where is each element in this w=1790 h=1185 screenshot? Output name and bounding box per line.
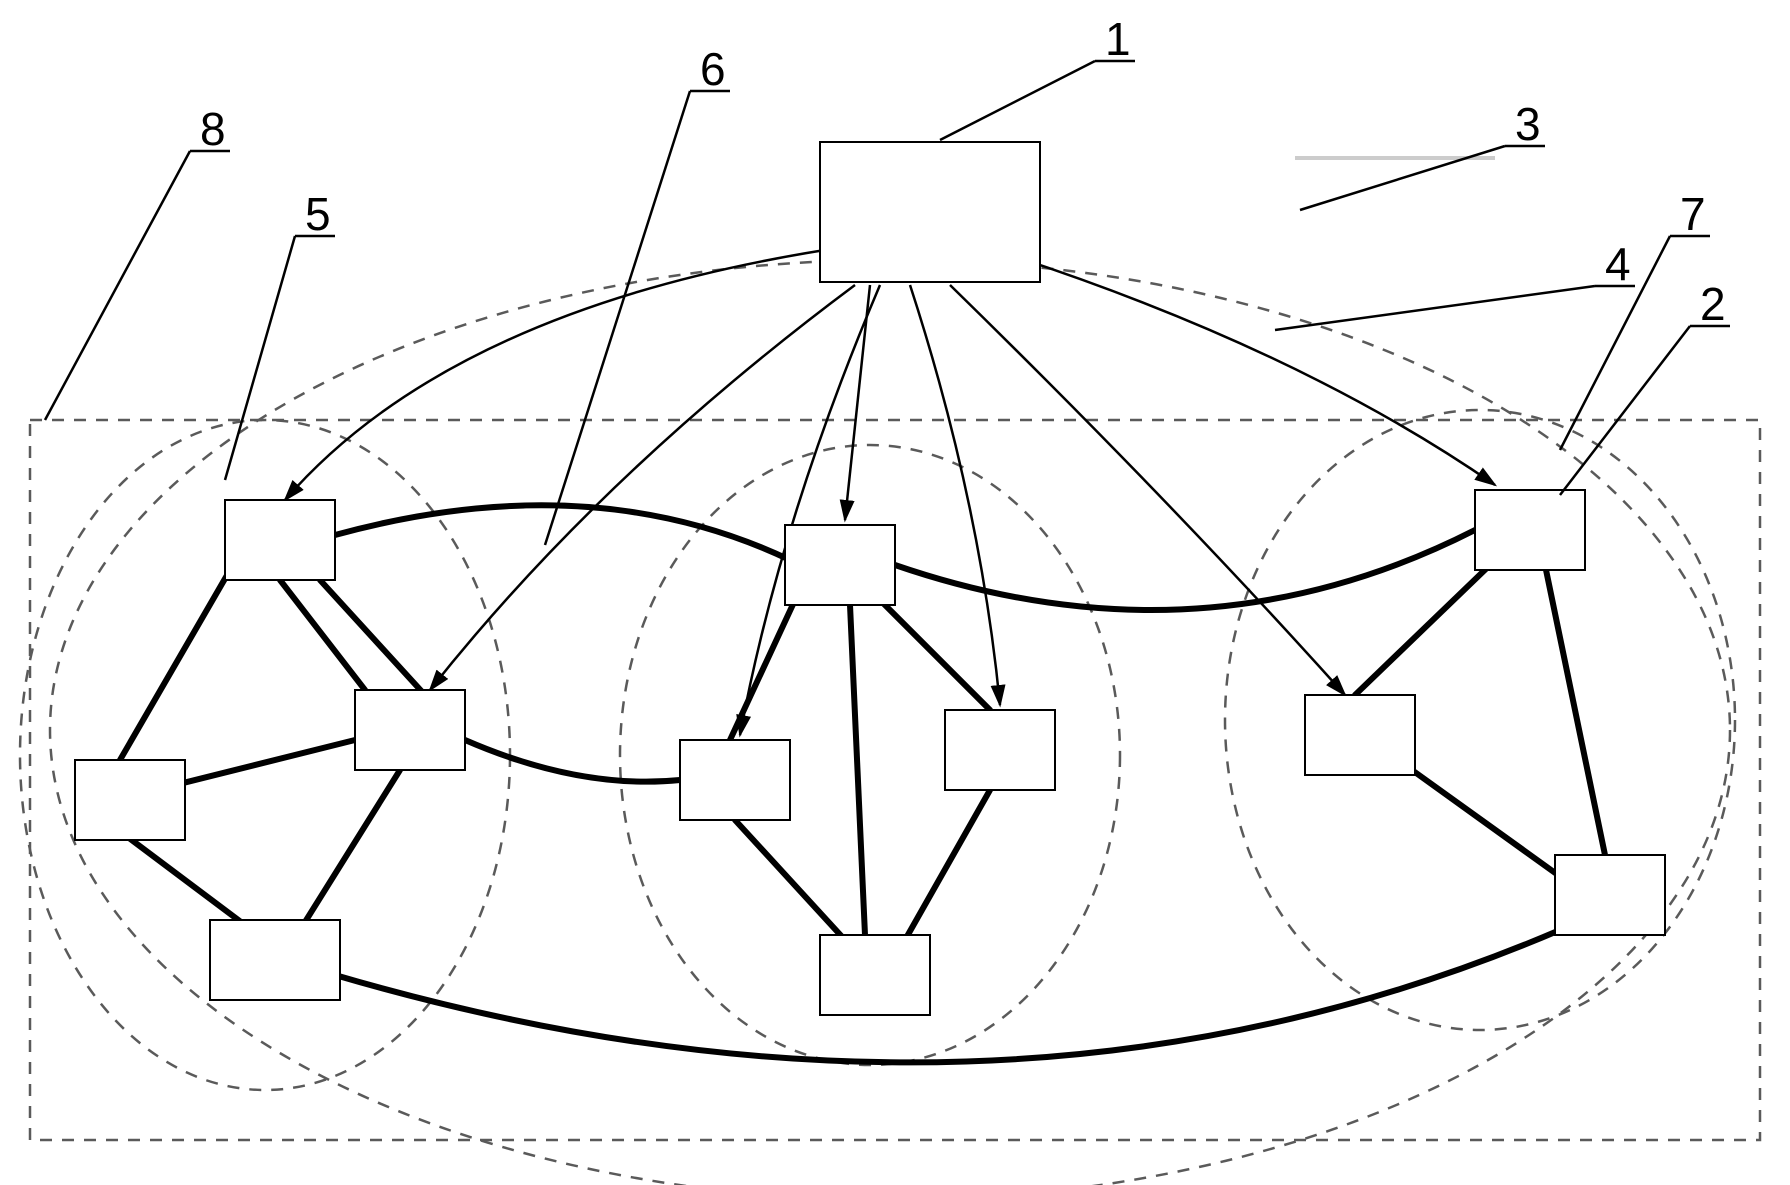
edge-bold xyxy=(735,820,845,940)
edge-bold xyxy=(1355,565,1490,695)
label-text: 5 xyxy=(305,188,331,240)
node-A3 xyxy=(75,760,185,840)
edge-arrow xyxy=(1010,255,1495,485)
label-text: 7 xyxy=(1680,188,1706,240)
label-text: 4 xyxy=(1605,238,1631,290)
node-B3 xyxy=(945,710,1055,790)
edge-bold xyxy=(280,580,365,690)
edge-arrow xyxy=(285,250,825,500)
edge-bold xyxy=(320,580,425,695)
edge-bold xyxy=(300,770,400,930)
edge-bold xyxy=(1405,765,1565,880)
label-text: 2 xyxy=(1700,278,1726,330)
edge-bold xyxy=(850,605,865,935)
edge-bold xyxy=(465,740,680,782)
label-leader xyxy=(45,151,190,420)
node-C3 xyxy=(1555,855,1665,935)
edge-bold xyxy=(335,930,1560,1062)
node-A4 xyxy=(210,920,340,1000)
edge-bold xyxy=(880,600,990,710)
node-B2 xyxy=(680,740,790,820)
node-top xyxy=(820,142,1040,282)
outer-ellipse xyxy=(50,260,1730,1185)
label-leader xyxy=(225,236,295,480)
edge-bold xyxy=(120,570,230,760)
edge-bold xyxy=(905,790,990,940)
label-text: 8 xyxy=(200,103,226,155)
edge-bold xyxy=(125,835,245,925)
label-leader xyxy=(940,61,1095,140)
edge-bold xyxy=(730,600,795,740)
label-text: 6 xyxy=(700,43,726,95)
label-leader xyxy=(1275,286,1595,330)
node-C2 xyxy=(1305,695,1415,775)
node-B1 xyxy=(785,525,895,605)
label-text: 3 xyxy=(1515,98,1541,150)
node-A1 xyxy=(225,500,335,580)
node-A2 xyxy=(355,690,465,770)
edge-bold xyxy=(1545,565,1605,855)
label-leader xyxy=(1300,146,1505,210)
node-C1 xyxy=(1475,490,1585,570)
edge-arrow xyxy=(950,285,1345,695)
label-text: 1 xyxy=(1105,13,1131,65)
node-B4 xyxy=(820,935,930,1015)
label-leader xyxy=(545,91,690,545)
edge-bold xyxy=(335,505,790,560)
